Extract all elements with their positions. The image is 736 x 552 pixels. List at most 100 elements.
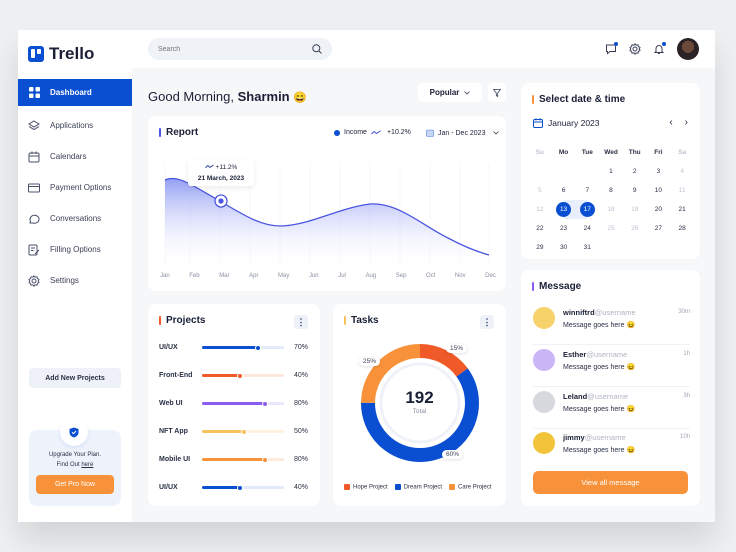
calendar-day[interactable]: 9 — [632, 187, 637, 194]
sidebar-item-payment-options[interactable]: Payment Options — [18, 172, 132, 203]
greeting-prefix: Good Morning, — [148, 89, 238, 104]
sender-name: jimmy — [563, 433, 585, 442]
tasks-legend: Hope Project Dream Project Care Project — [344, 484, 491, 491]
project-row: Mobile UI 80% — [159, 453, 309, 465]
search-input[interactable] — [158, 45, 298, 53]
sidebar-item-filling-options[interactable]: Filling Options — [18, 234, 132, 265]
chevron-right-icon[interactable]: › — [684, 117, 688, 128]
calendar-day[interactable]: 1 — [609, 168, 613, 175]
sidebar-item-label: Applications — [50, 121, 94, 130]
project-percent: 40% — [294, 371, 309, 379]
dream-percent-label: 60% — [442, 450, 464, 459]
calendar-day[interactable]: 6 — [561, 187, 566, 194]
message-text: Message goes here — [563, 322, 625, 329]
tasks-more-button[interactable]: ⋮ — [480, 315, 494, 329]
message-item[interactable]: Leland@username Message goes here 😖 3h — [533, 389, 690, 429]
project-row: UI/UX 70% — [159, 341, 309, 353]
calendar-day[interactable]: 8 — [609, 187, 613, 194]
progress-fill — [202, 400, 268, 407]
brand-name: Trello — [49, 44, 95, 63]
progress-fill — [202, 372, 244, 379]
tooltip-date: 21 March, 2023 — [197, 175, 245, 182]
calendar-day[interactable]: 27 — [654, 225, 663, 232]
sidebar-item-dashboard[interactable]: Dashboard — [18, 79, 132, 106]
sidebar-item-settings[interactable]: Settings — [18, 265, 132, 296]
sidebar-item-label: Payment Options — [50, 183, 112, 192]
avatar — [533, 432, 555, 454]
messages-button[interactable] — [605, 42, 618, 55]
calendar-day[interactable]: 18 — [607, 206, 615, 213]
calendar-day[interactable]: 5 — [538, 187, 542, 194]
calendar-day[interactable]: 26 — [631, 225, 639, 232]
notifications-button[interactable] — [653, 42, 666, 55]
month-label: Aug — [365, 273, 377, 279]
notification-dot — [614, 42, 618, 46]
calendar-day[interactable]: 23 — [559, 225, 568, 232]
calendar-day[interactable]: 21 — [678, 206, 686, 213]
calendar-title-text: Select date & time — [539, 94, 626, 105]
calendar-day[interactable]: 28 — [678, 225, 686, 232]
calendar-day[interactable]: 7 — [585, 187, 590, 194]
message-item[interactable]: jimmy@username Message goes here 😖 10h — [533, 430, 690, 470]
calendar-day[interactable]: 25 — [607, 225, 615, 232]
legend-swatch — [449, 484, 456, 490]
avatar — [533, 349, 555, 371]
here-link[interactable]: here — [81, 462, 94, 468]
tasks-donut-chart[interactable] — [360, 343, 480, 463]
projects-card: Projects ⋮ UI/UX 70% Front-End 40% Web U… — [148, 304, 320, 506]
calendar-day[interactable]: 11 — [678, 187, 686, 194]
sidebar-item-label: Calendars — [50, 152, 87, 161]
calendar-day[interactable]: 20 — [654, 206, 663, 213]
user-avatar[interactable] — [677, 38, 699, 60]
calendar-day-selected-end[interactable]: 17 — [575, 200, 600, 219]
calendar-empty — [599, 238, 623, 257]
view-all-messages-button[interactable]: View all message — [533, 471, 688, 494]
settings-button[interactable] — [629, 43, 641, 55]
progress-track — [202, 344, 284, 351]
filter-button[interactable] — [488, 83, 506, 102]
sort-dropdown[interactable]: Popular — [418, 83, 482, 102]
calendar-day[interactable]: 3 — [656, 168, 661, 175]
calendar-day[interactable]: 24 — [583, 225, 591, 232]
sidebar-item-calendars[interactable]: Calendars — [18, 141, 132, 172]
progress-track — [202, 428, 284, 435]
calendar-icon — [426, 129, 434, 137]
project-percent: 80% — [294, 399, 309, 407]
message-item[interactable]: Esther@username Message goes here 😖 1h — [533, 347, 690, 387]
chevron-left-icon[interactable]: ‹ — [669, 117, 673, 128]
project-label: NFT App — [159, 427, 188, 435]
sidebar-item-applications[interactable]: Applications — [18, 110, 132, 141]
weekday-header: Thu — [628, 149, 641, 156]
legend-label: Dream Project — [403, 484, 443, 491]
sender-name: Leland — [563, 392, 588, 401]
calendar-day-selected-start[interactable]: 13 — [551, 200, 576, 219]
notification-dot — [662, 42, 666, 46]
smile-emoji-icon: 😄 — [293, 92, 307, 104]
calendar-day[interactable]: 2 — [632, 168, 637, 175]
message-item[interactable]: winniftrd@username Message goes here 😖 3… — [533, 305, 690, 345]
date-range-dropdown[interactable]: Jan - Dec 2023 — [426, 129, 500, 137]
sidebar-item-conversations[interactable]: Conversations — [18, 203, 132, 234]
progress-fill — [202, 428, 247, 435]
projects-more-button[interactable]: ⋮ — [294, 315, 308, 329]
calendar-day[interactable]: 30 — [559, 244, 568, 251]
project-percent: 70% — [294, 343, 309, 351]
search-icon[interactable] — [312, 44, 322, 54]
upgrade-line1: Upgrade Your Plan. — [48, 452, 102, 458]
calendar-day[interactable]: 12 — [536, 206, 544, 213]
calendar-day[interactable]: 22 — [536, 225, 544, 232]
logo[interactable]: Trello — [28, 44, 94, 64]
calendar-day[interactable]: 4 — [680, 168, 684, 175]
edit-file-icon — [28, 244, 40, 256]
calendar-day[interactable]: 29 — [536, 244, 544, 251]
progress-track — [202, 372, 284, 379]
topbar — [132, 30, 715, 68]
search-bar[interactable] — [148, 38, 332, 60]
message-text: Message goes here — [563, 447, 625, 454]
add-new-projects-button[interactable]: Add New Projects — [29, 368, 121, 388]
calendar-day[interactable]: 31 — [583, 244, 591, 251]
calendar-day[interactable]: 19 — [631, 206, 639, 213]
get-pro-now-button[interactable]: Get Pro Now — [36, 475, 114, 494]
calendar-empty — [528, 162, 552, 181]
calendar-day[interactable]: 10 — [654, 187, 663, 194]
